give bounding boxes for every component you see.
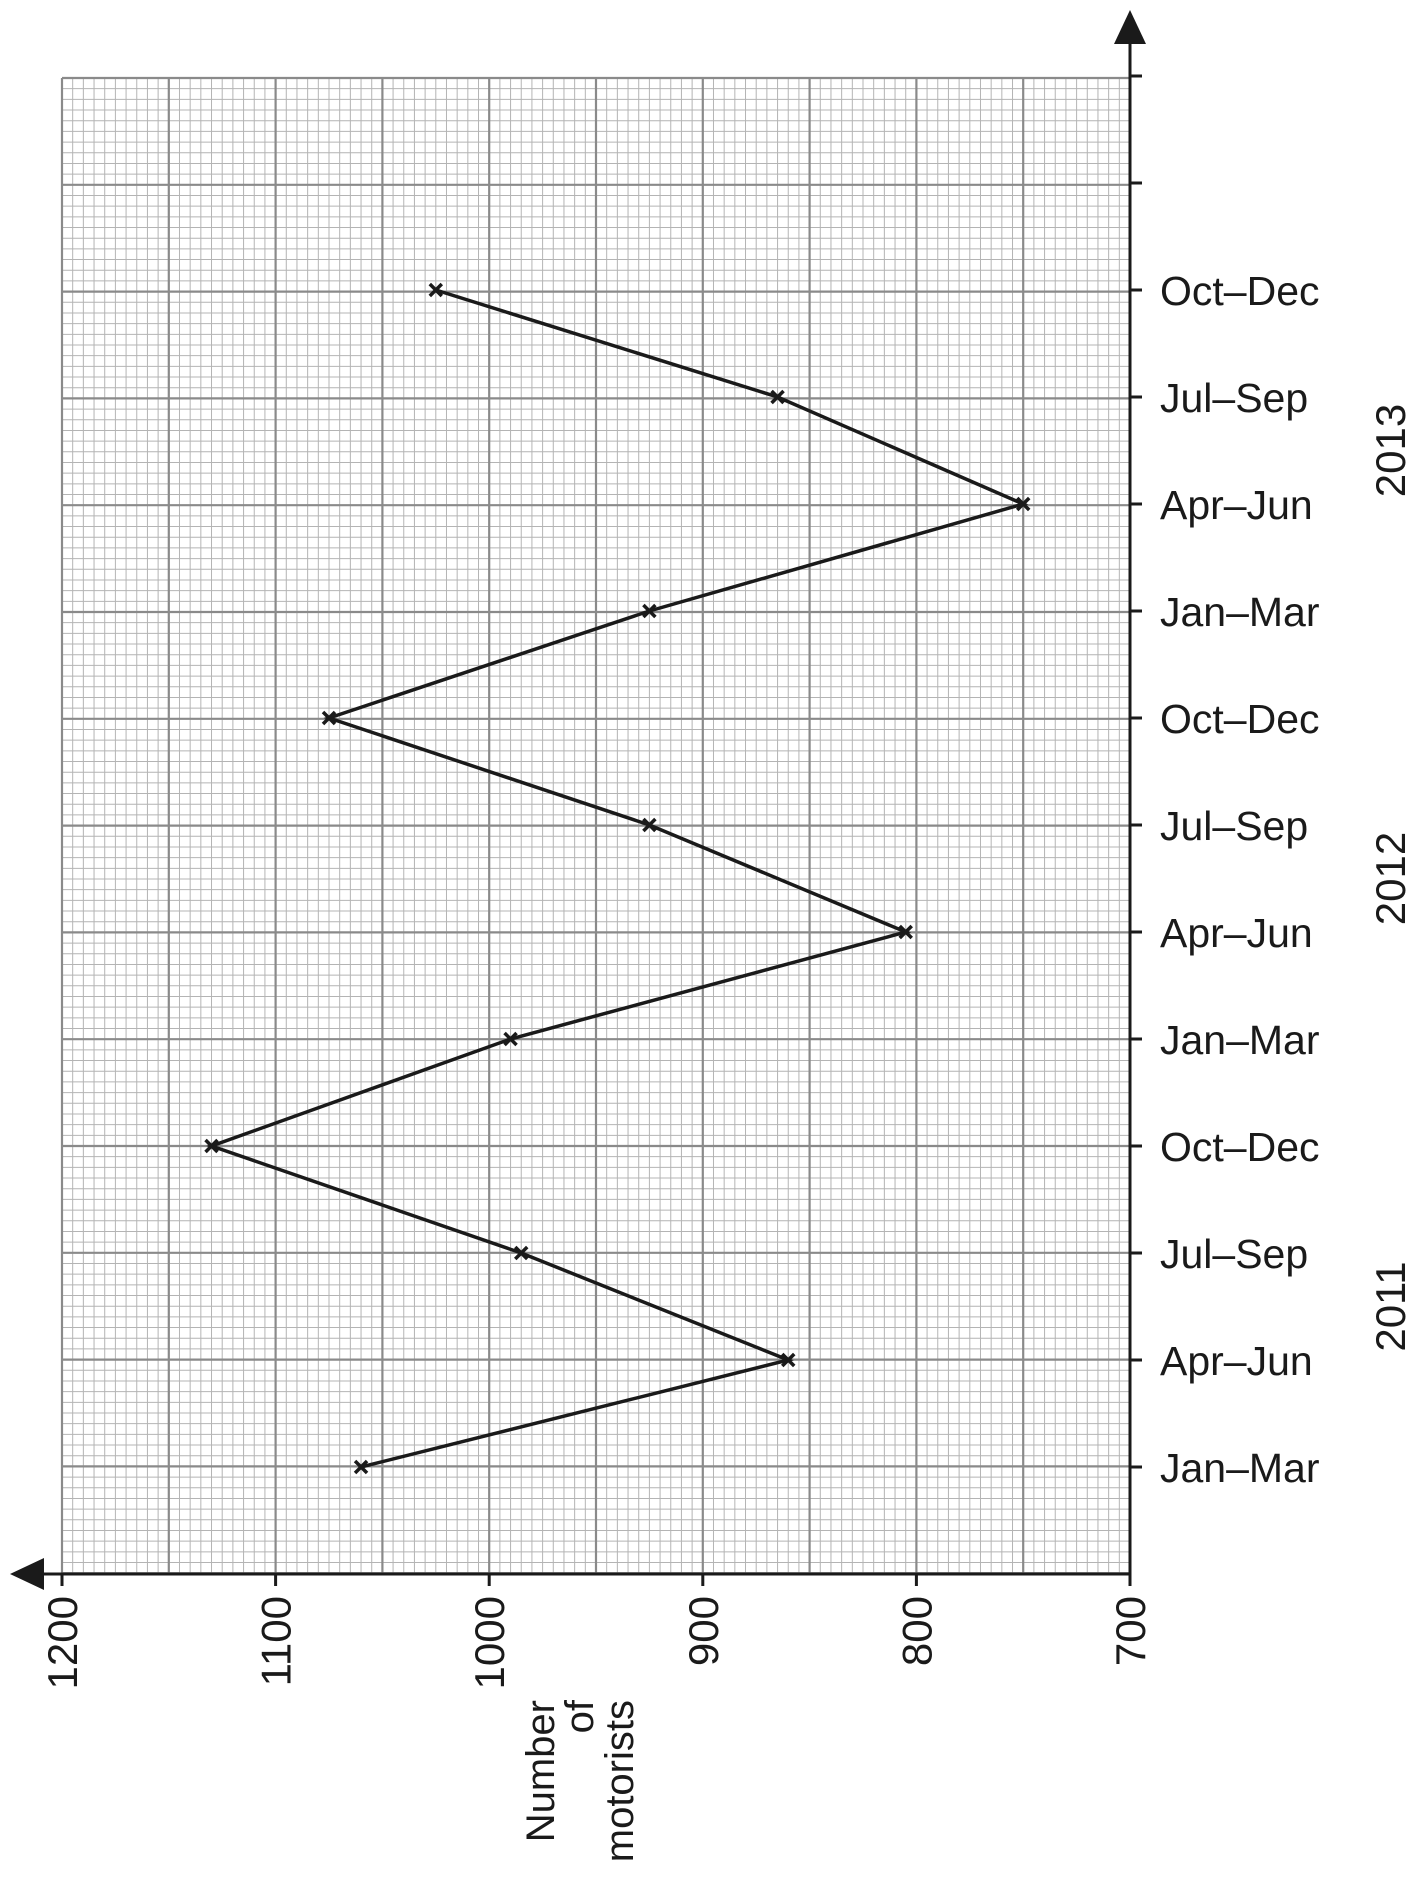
x-tick-label: Jul–Sep <box>1160 1231 1308 1277</box>
labels: 1200 1100 1000 900 800 700 Jan–Mar Apr–Jun Jul–S… <box>39 268 1414 1862</box>
y-axis-title: Number <box>519 1700 563 1842</box>
data-point <box>898 924 913 940</box>
y-tick-label: 900 <box>680 1596 727 1666</box>
cross-marker-stroke <box>770 389 785 405</box>
data-point <box>642 603 657 619</box>
cross-marker-stroke <box>204 1138 219 1154</box>
y-axis-title: motorists <box>598 1700 642 1862</box>
cross-marker-stroke <box>642 817 657 833</box>
x-tick-label: Apr–Jun <box>1160 910 1313 956</box>
y-tick-label: 700 <box>1107 1596 1154 1666</box>
y-tick-label: 1200 <box>39 1596 86 1689</box>
cross-marker-stroke <box>781 1352 796 1368</box>
data-point <box>204 1138 219 1154</box>
data-point <box>642 817 657 833</box>
year-label: 2012 <box>1367 832 1414 925</box>
axes <box>10 10 1146 1590</box>
data-point <box>514 1245 529 1261</box>
x-tick-label: Oct–Dec <box>1160 696 1320 742</box>
graph-paper-grid <box>60 76 1132 1575</box>
value-axis-arrow <box>10 1558 44 1590</box>
x-tick-label: Jan–Mar <box>1160 1445 1320 1491</box>
x-tick-label: Jul–Sep <box>1160 375 1308 421</box>
time-axis-arrow <box>1114 10 1146 44</box>
data-point <box>353 1459 369 1475</box>
data-point <box>1015 496 1031 512</box>
x-tick-label: Oct–Dec <box>1160 1124 1320 1170</box>
x-tick-label: Apr–Jun <box>1160 1338 1313 1384</box>
data-point <box>781 1352 796 1368</box>
x-tick-label: Oct–Dec <box>1160 268 1320 314</box>
data-series <box>204 282 1031 1475</box>
series-line <box>206 288 1029 1469</box>
cross-marker-stroke <box>1015 496 1031 512</box>
cross-marker-stroke <box>503 1031 518 1047</box>
cross-marker-stroke <box>514 1245 529 1261</box>
cross-marker-stroke <box>428 282 444 298</box>
x-tick-label: Apr–Jun <box>1160 482 1313 528</box>
data-point <box>428 282 444 298</box>
y-tick-label: 1000 <box>466 1596 513 1689</box>
y-tick-label: 1100 <box>253 1596 300 1686</box>
cross-marker-stroke <box>898 924 913 940</box>
data-point <box>770 389 785 405</box>
x-tick-label: Jan–Mar <box>1160 589 1320 635</box>
y-axis-title: of <box>558 1699 602 1733</box>
x-tick-label: Jan–Mar <box>1160 1017 1320 1063</box>
y-tick-label: 800 <box>893 1596 940 1666</box>
data-point <box>503 1031 518 1047</box>
cross-marker-stroke <box>642 603 657 619</box>
year-label: 2011 <box>1367 1261 1414 1351</box>
year-label: 2013 <box>1367 404 1414 497</box>
x-tick-label: Jul–Sep <box>1160 803 1308 849</box>
cross-marker-stroke <box>321 710 337 726</box>
data-point <box>321 710 337 726</box>
cross-marker-stroke <box>353 1459 369 1475</box>
